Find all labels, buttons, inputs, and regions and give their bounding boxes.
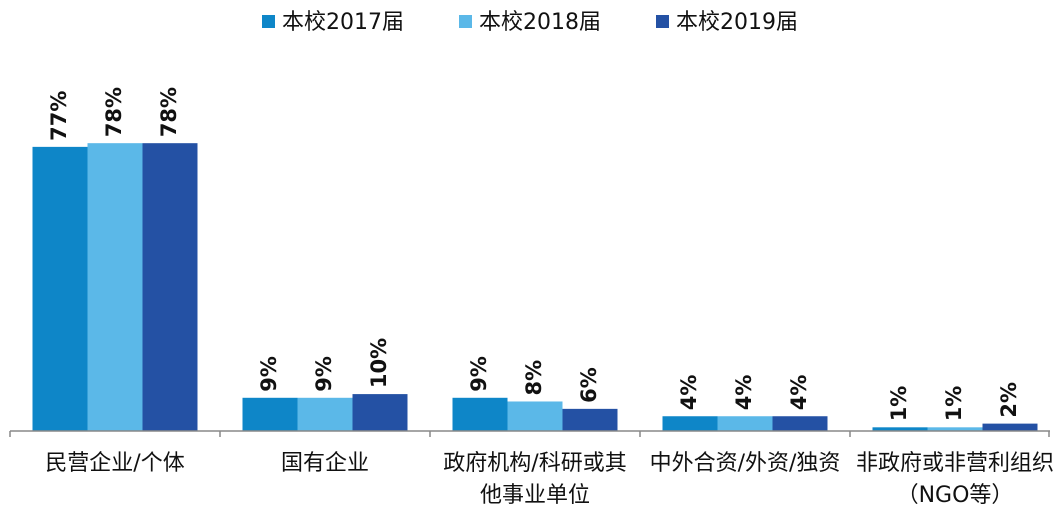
bar (32, 146, 88, 431)
bar (872, 427, 928, 431)
value-label: 4% (677, 375, 701, 411)
legend-label: 本校2017届 (282, 10, 404, 35)
x-tick-label: 中外合资/外资/独资 (649, 451, 841, 476)
bar (927, 427, 983, 431)
x-tick-label: 政府机构/科研或其他事业单位 (443, 451, 627, 508)
legend-swatch (656, 15, 669, 28)
bar (452, 397, 508, 431)
legend-swatch (459, 15, 472, 28)
bar (772, 416, 828, 431)
bar (142, 143, 198, 431)
x-tick-label: 国有企业 (280, 451, 369, 476)
bar (562, 408, 618, 431)
bar (982, 423, 1038, 431)
bar (662, 416, 718, 431)
value-label: 1% (942, 386, 966, 422)
value-label: 77% (47, 91, 71, 141)
value-label: 6% (577, 367, 601, 403)
bar (507, 401, 563, 431)
legend-label: 本校2018届 (479, 10, 601, 35)
value-label: 2% (997, 382, 1021, 418)
value-label: 4% (787, 375, 811, 411)
value-label: 9% (312, 356, 336, 392)
value-label: 9% (257, 356, 281, 392)
legend-swatch (262, 15, 275, 28)
bar (717, 416, 773, 431)
legend-label: 本校2019届 (676, 10, 798, 35)
value-label: 9% (467, 356, 491, 392)
bar (87, 143, 143, 431)
x-tick-label: 非政府或非营利组织（NGO等） (855, 451, 1054, 508)
value-label: 78% (157, 87, 181, 137)
value-label: 1% (887, 386, 911, 422)
bar (242, 397, 298, 431)
bar (297, 397, 353, 431)
x-tick-label: 民营企业/个体 (45, 451, 185, 476)
value-label: 10% (367, 338, 391, 388)
value-label: 78% (102, 87, 126, 137)
bar (352, 394, 408, 431)
value-label: 8% (522, 360, 546, 396)
value-label: 4% (732, 375, 756, 411)
